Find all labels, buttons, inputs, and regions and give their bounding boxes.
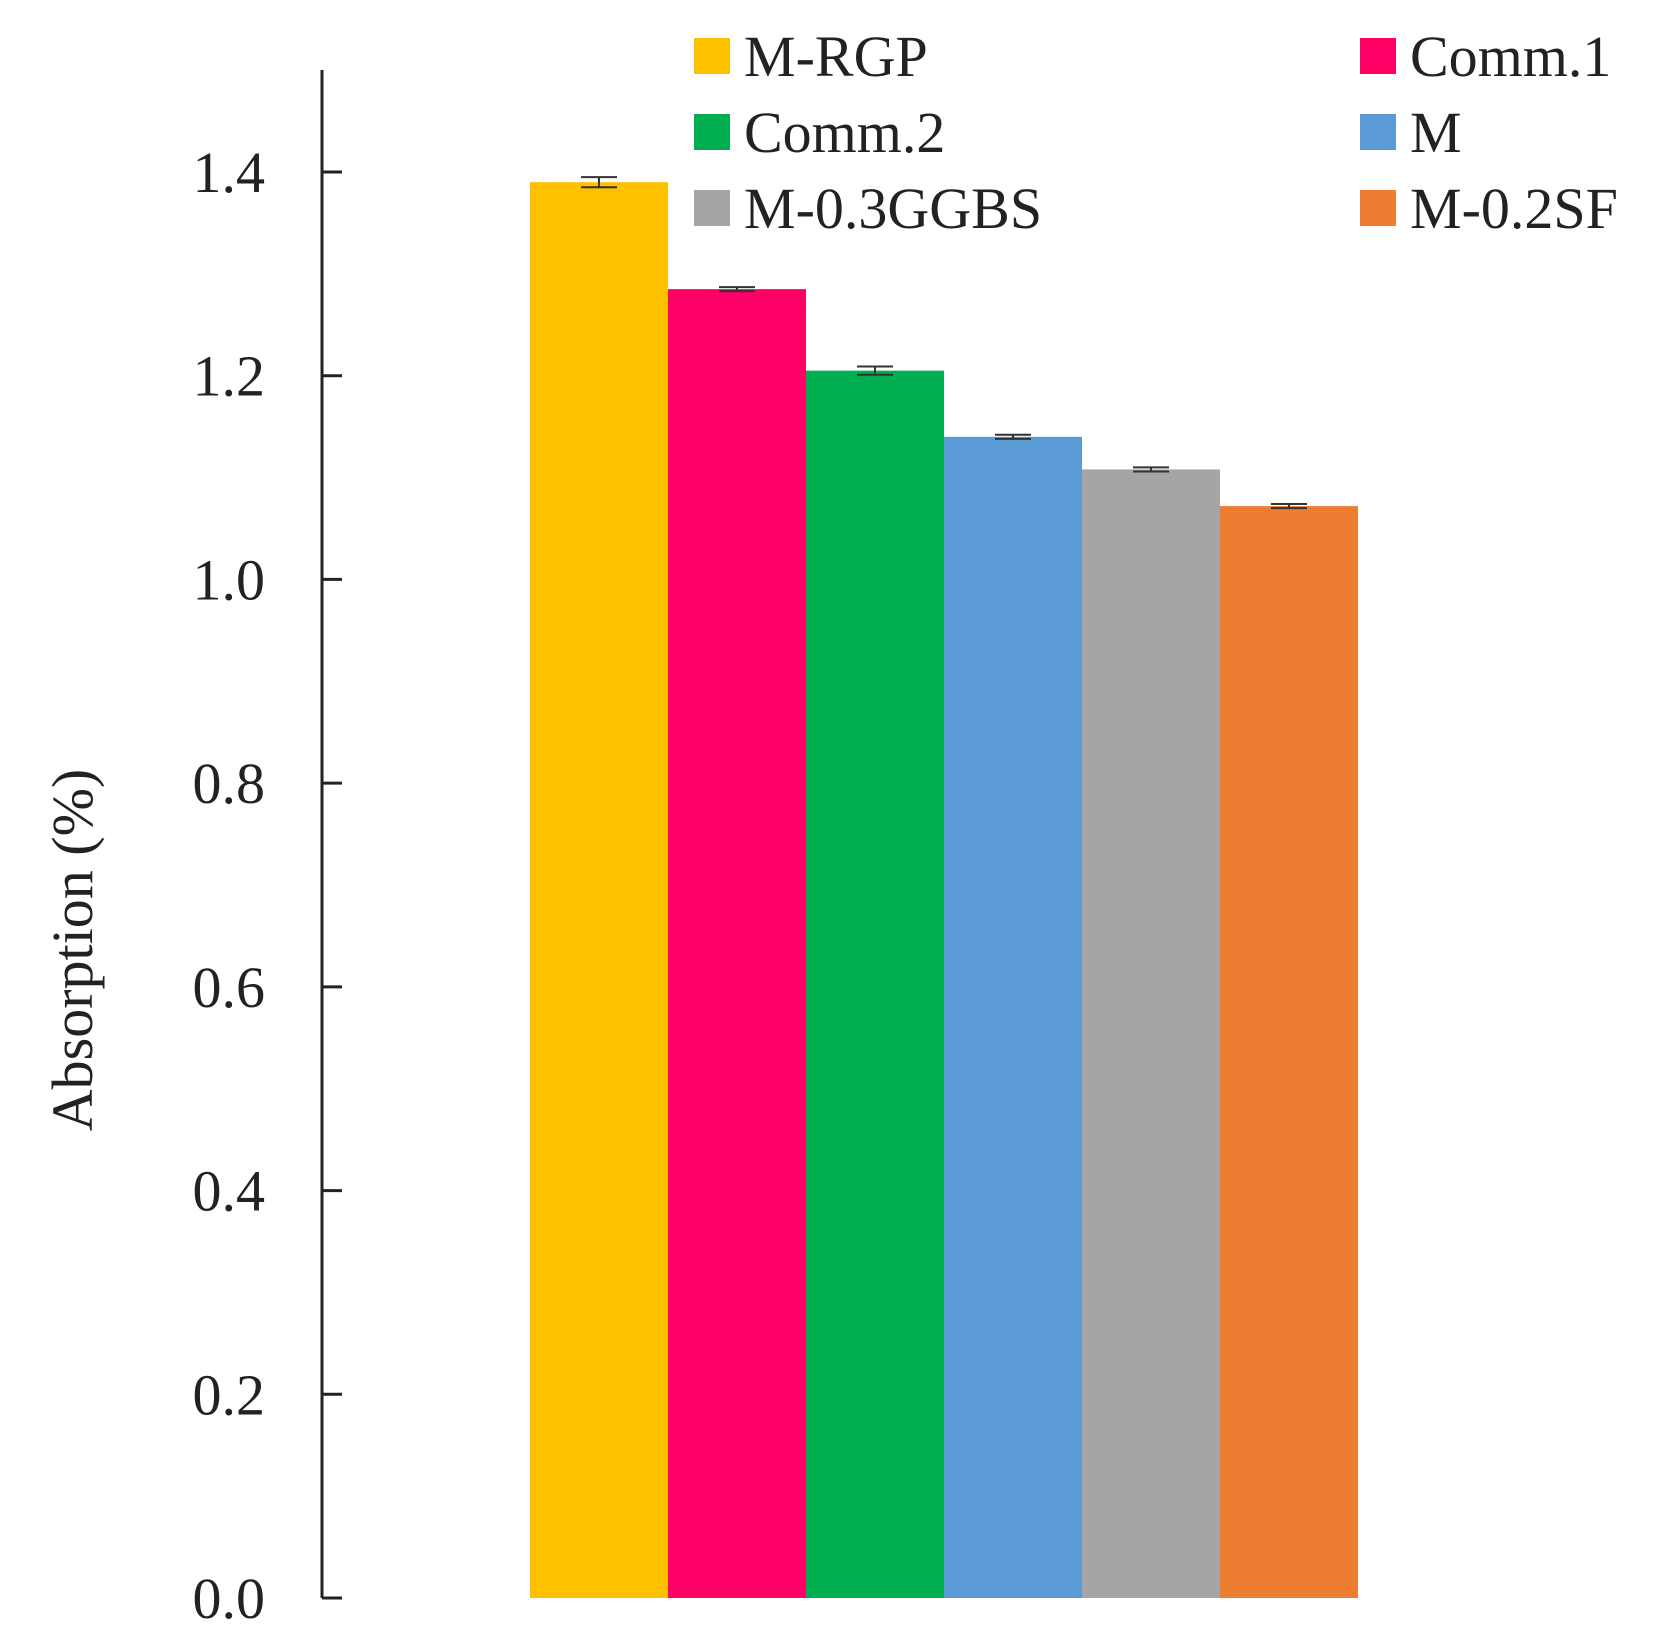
bar-m-0-2sf — [1220, 506, 1358, 1598]
legend: M-RGP Comm.1 Comm.2 M M-0.3GGBS M-0.2SF — [694, 24, 1618, 241]
legend-swatch — [1360, 190, 1396, 226]
legend-label: M-0.2SF — [1410, 176, 1618, 241]
bar-m-0-3ggbs — [1082, 469, 1220, 1598]
y-tick-label: 0.4 — [193, 1159, 266, 1224]
y-tick-label: 0.8 — [193, 751, 266, 816]
legend-label: M-RGP — [744, 24, 928, 89]
y-axis-title: Absorption (%) — [40, 769, 105, 1131]
error-bar — [995, 433, 1031, 440]
y-tick-label: 1.4 — [193, 140, 266, 205]
bar-comm-2 — [806, 370, 944, 1598]
y-tick-label: 1.2 — [193, 344, 266, 409]
error-bar — [857, 365, 893, 376]
y-tick-label: 1.0 — [193, 547, 266, 612]
bar-m-rgp — [530, 182, 668, 1599]
legend-label: Comm.1 — [1410, 24, 1611, 89]
error-bar — [1133, 466, 1169, 473]
legend-label: Comm.2 — [744, 100, 945, 165]
bar-comm-1 — [668, 289, 806, 1598]
legend-item: Comm.2 — [694, 100, 945, 165]
legend-swatch — [694, 190, 730, 226]
legend-item: M — [1360, 100, 1462, 165]
bars — [530, 176, 1358, 1599]
bar-m — [944, 436, 1082, 1598]
legend-item: M-0.2SF — [1360, 176, 1618, 241]
legend-swatch — [694, 114, 730, 150]
y-axis: 0.0 0.2 0.4 0.6 0.8 1.0 1.2 1.4 — [193, 70, 342, 1631]
legend-label: M-0.3GGBS — [744, 176, 1042, 241]
legend-item: Comm.1 — [1360, 24, 1611, 89]
legend-swatch — [694, 38, 730, 74]
y-tick-label: 0.6 — [193, 955, 266, 1020]
y-tick-label: 0.2 — [193, 1362, 266, 1427]
error-bar — [719, 286, 755, 293]
legend-item: M-RGP — [694, 24, 928, 89]
error-bar — [1271, 503, 1307, 510]
legend-item: M-0.3GGBS — [694, 176, 1042, 241]
legend-label: M — [1410, 100, 1462, 165]
legend-swatch — [1360, 114, 1396, 150]
error-bar — [581, 176, 617, 189]
legend-swatch — [1360, 38, 1396, 74]
y-tick-label: 0.0 — [193, 1566, 266, 1631]
